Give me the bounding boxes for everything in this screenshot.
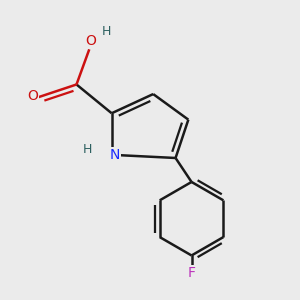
Text: H: H bbox=[83, 143, 92, 157]
Text: H: H bbox=[102, 25, 112, 38]
Text: F: F bbox=[188, 266, 196, 280]
Text: O: O bbox=[27, 89, 38, 103]
Text: N: N bbox=[110, 148, 120, 162]
Text: O: O bbox=[85, 34, 96, 48]
